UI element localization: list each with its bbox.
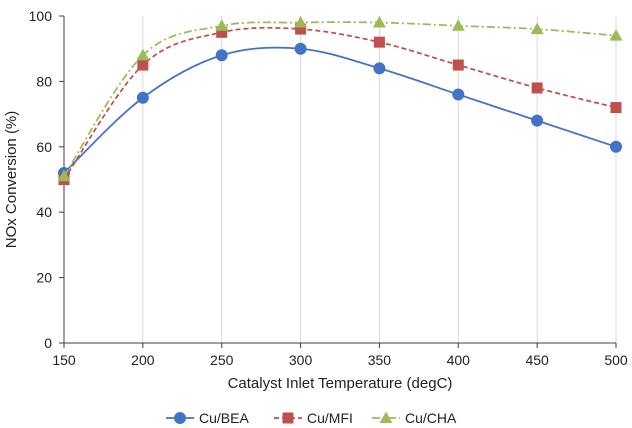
data-point-2-5 [451,19,465,31]
data-point-1-1 [137,59,149,71]
data-point-1-4 [373,36,385,48]
data-point-2-3 [294,16,308,28]
y-tick-label-20: 20 [36,270,52,286]
x-tick-label-150: 150 [52,352,76,368]
y-axis-title: NOx Conversion (%) [3,111,20,249]
data-point-2-2 [215,19,229,31]
legend-label-2: Cu/CHA [405,410,457,426]
y-tick-label-40: 40 [36,204,52,220]
legend-marker-2 [379,411,393,423]
legend: Cu/BEA Cu/MFI Cu/CHA [166,410,457,426]
data-point-2-4 [372,16,386,28]
data-point-1-6 [531,82,543,94]
x-tick-label-400: 400 [447,352,471,368]
series-0 [58,42,622,179]
y-tick-label-80: 80 [36,73,52,89]
legend-marker-0 [174,412,186,424]
x-tick-label-200: 200 [131,352,155,368]
data-point-1-3 [295,23,307,35]
data-point-2-6 [530,22,544,35]
y-tick-label-60: 60 [36,139,52,155]
y-tick-label-100: 100 [29,8,53,24]
data-point-1-5 [452,59,464,71]
x-tick-label-250: 250 [210,352,234,368]
series-line-2 [63,21,617,177]
data-point-1-7 [610,102,622,114]
series-2 [57,16,623,182]
data-point-0-5 [452,88,465,101]
legend-label-0: Cu/BEA [199,410,249,426]
data-point-0-4 [373,62,386,75]
tick-labels: 0 20 40 60 80 100 150 200 250 300 350 400 450 500 [29,8,628,368]
legend-label-1: Cu/MFI [307,410,353,426]
x-axis-title: Catalyst Inlet Temperature (degC) [228,375,453,392]
data-point-0-1 [136,91,149,104]
x-tick-label-350: 350 [368,352,392,368]
data-point-0-2 [215,49,228,62]
data-point-2-7 [609,29,623,41]
x-tick-label-500: 500 [604,352,628,368]
data-point-2-1 [136,48,150,61]
data-point-0-3 [294,42,307,55]
series-lines [57,16,623,185]
data-point-0-6 [531,114,544,127]
legend-marker-1 [282,412,294,424]
y-tick-label-0: 0 [44,335,52,351]
data-point-1-2 [216,26,228,38]
data-point-0-7 [610,140,622,153]
data-point-2-0 [57,169,71,182]
x-tick-label-300: 300 [289,352,313,368]
x-tick-label-450: 450 [525,352,549,368]
